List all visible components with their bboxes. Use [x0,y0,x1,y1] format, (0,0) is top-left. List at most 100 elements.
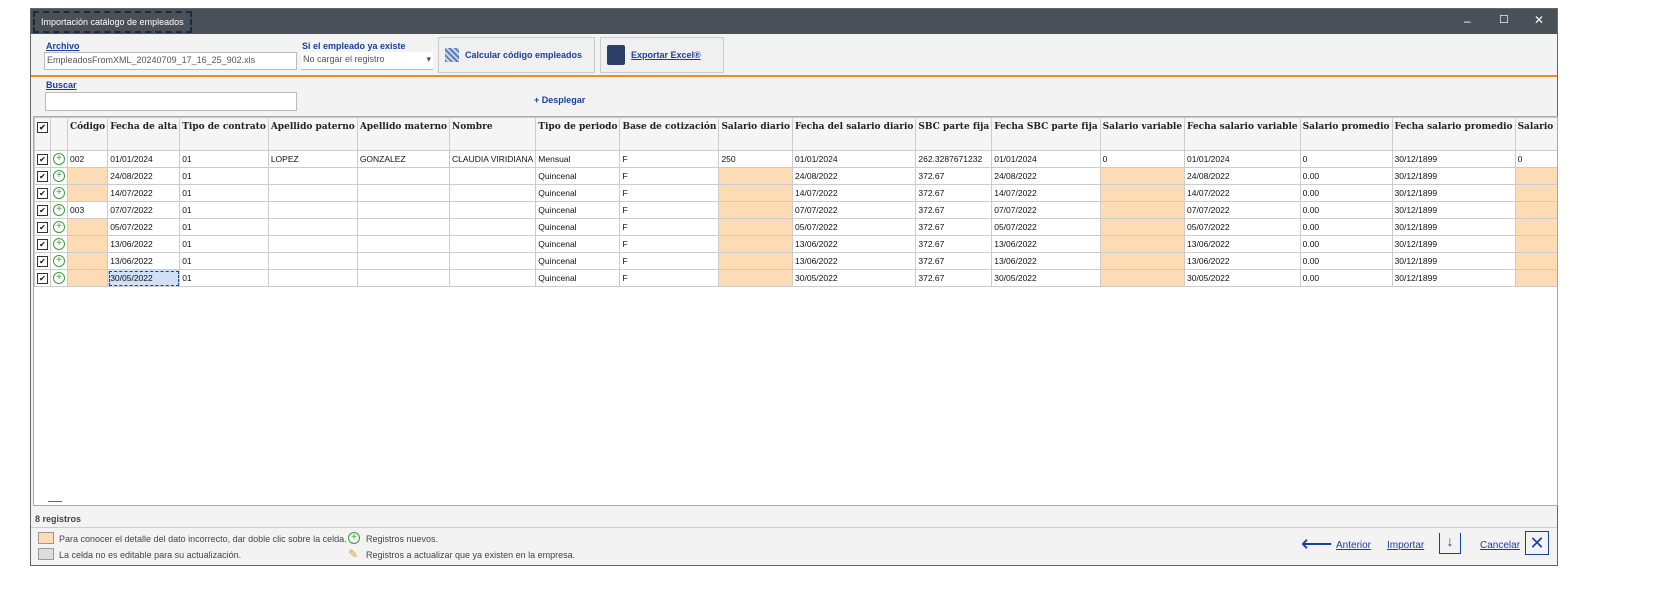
cell[interactable]: 01/01/2024 [792,150,917,168]
cell[interactable]: 372.67 [915,201,993,219]
cell[interactable] [1514,201,1557,219]
column-header[interactable]: SBC parte fija [915,117,993,151]
cell[interactable]: 372.67 [915,167,993,185]
checkbox[interactable]: ✔ [37,255,48,267]
cell[interactable] [66,167,109,185]
cell[interactable]: 14/07/2022 [991,184,1101,202]
column-header[interactable]: Nombre [449,117,537,151]
cell[interactable] [1099,184,1186,202]
cell[interactable]: Mensual [535,150,621,168]
cell[interactable] [267,252,358,270]
column-header[interactable]: Salario variable [1099,117,1186,151]
cell[interactable]: 01 [179,167,269,185]
import-button[interactable]: Importar [1387,540,1425,551]
cell[interactable]: 372.67 [915,269,993,287]
column-header[interactable]: Fecha salario promedio [1391,117,1516,151]
checkbox[interactable]: ✔ [37,272,48,284]
cell[interactable] [718,252,794,270]
cell[interactable]: F [619,184,720,202]
export-button[interactable]: Exportar Excel® [600,37,724,73]
cell[interactable] [66,235,109,253]
cell[interactable]: GONZALEZ [356,150,451,168]
cell[interactable]: 07/07/2022 [1184,201,1301,219]
column-header[interactable]: Código [66,117,109,151]
cell[interactable] [449,269,537,287]
cell[interactable] [718,167,794,185]
cell[interactable]: 0.00 [1299,235,1393,253]
cell[interactable]: 003 [66,201,109,219]
cell[interactable]: 24/08/2022 [991,167,1101,185]
checkbox[interactable]: ✔ [37,238,48,250]
cell[interactable]: 13/06/2022 [107,235,181,253]
maximize-button[interactable]: ☐ [1499,14,1509,26]
search-input[interactable] [45,92,297,111]
cell[interactable]: Quincenal [535,184,621,202]
prev-icon[interactable]: ⟵ [1301,531,1333,556]
cell[interactable] [1099,201,1186,219]
cell[interactable] [1099,269,1186,287]
column-header[interactable]: Fecha del salario diario [792,117,917,151]
cell[interactable] [66,252,109,270]
cell[interactable] [1099,218,1186,236]
cell[interactable]: 07/07/2022 [991,201,1101,219]
cell[interactable]: 07/07/2022 [792,201,917,219]
expand-link[interactable]: + Desplegar [534,95,586,105]
cell[interactable]: 372.67 [915,218,993,236]
cell[interactable] [1099,235,1186,253]
cell[interactable] [356,252,451,270]
column-header[interactable]: Salario promedio [1299,117,1393,151]
column-header[interactable]: Tipo de contrato [179,117,269,151]
cell[interactable]: 01 [179,150,269,168]
cell[interactable]: 30/05/2022 [792,269,917,287]
cell[interactable]: 13/06/2022 [792,235,917,253]
cell[interactable]: 24/08/2022 [1184,167,1301,185]
cell[interactable]: F [619,201,720,219]
cell[interactable] [449,184,537,202]
cell[interactable]: 30/12/1899 [1391,252,1516,270]
cell[interactable]: 372.67 [915,252,993,270]
cell[interactable]: Quincenal [535,235,621,253]
cell[interactable]: 250 [718,150,794,168]
checkbox[interactable]: ✔ [37,122,48,133]
cell[interactable]: 01 [179,184,269,202]
cell[interactable] [356,167,451,185]
column-header[interactable]: Fecha de alta [107,117,181,151]
cell[interactable]: 13/06/2022 [107,252,181,270]
checkbox[interactable]: ✔ [37,170,48,182]
cell[interactable]: CLAUDIA VIRIDIANA [449,150,537,168]
cell[interactable] [1099,167,1186,185]
cell[interactable]: 13/06/2022 [1184,235,1301,253]
cell[interactable]: LOPEZ [267,150,358,168]
cell[interactable] [718,201,794,219]
cell[interactable] [718,218,794,236]
cell[interactable] [356,269,451,287]
cell[interactable] [66,184,109,202]
cell[interactable] [1099,252,1186,270]
cell[interactable] [267,218,358,236]
cell[interactable]: 13/06/2022 [991,252,1101,270]
cell[interactable]: 30/12/1899 [1391,167,1516,185]
cell[interactable]: 13/06/2022 [792,252,917,270]
cell[interactable]: 01 [179,269,269,287]
cell[interactable]: F [619,252,720,270]
cell[interactable]: F [619,235,720,253]
cell[interactable] [1514,167,1557,185]
cell[interactable]: 14/07/2022 [107,184,181,202]
cell[interactable] [449,235,537,253]
cell[interactable] [356,235,451,253]
checkbox[interactable]: ✔ [37,204,48,216]
cell[interactable]: 0.00 [1299,184,1393,202]
cell[interactable]: 07/07/2022 [107,201,181,219]
cell[interactable]: 30/05/2022 [107,269,181,287]
calc-button[interactable]: Calcular código empleados [438,37,595,73]
close-button[interactable]: ✕ [1534,13,1545,27]
import-icon[interactable]: ↓ [1439,533,1461,554]
cell[interactable] [449,167,537,185]
cell[interactable]: 01/01/2024 [1184,150,1301,168]
cell[interactable]: 0.00 [1299,218,1393,236]
prev-button[interactable]: Anterior [1336,540,1372,551]
cell[interactable]: 30/05/2022 [1184,269,1301,287]
file-input[interactable]: EmpleadosFromXML_20240709_17_16_25_902.x… [44,52,297,70]
cell[interactable] [66,269,109,287]
cell[interactable] [449,201,537,219]
